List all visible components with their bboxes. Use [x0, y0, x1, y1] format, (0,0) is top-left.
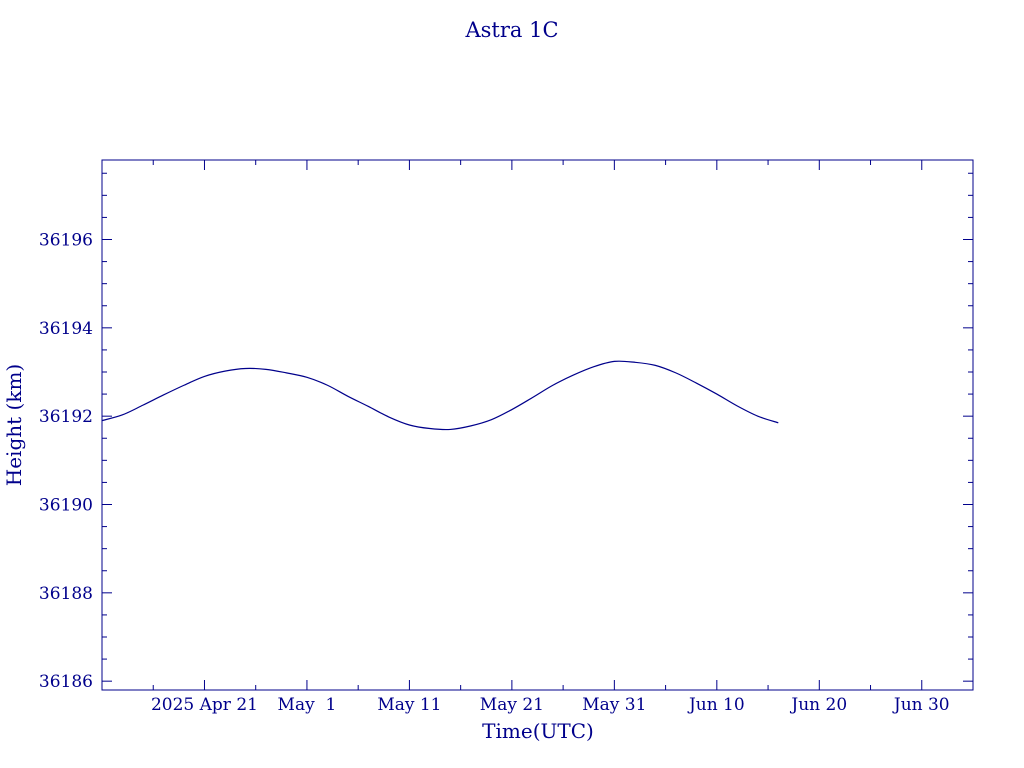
x-tick-label: May 1: [278, 695, 337, 715]
y-tick-label: 36188: [39, 584, 93, 604]
y-axis-label: Height (km): [2, 364, 26, 486]
y-tick-label: 36186: [39, 672, 93, 692]
height-series-line: [101, 360, 779, 431]
y-tick-label: 36194: [39, 319, 93, 339]
axis-ticks: [101, 160, 974, 690]
x-tick-labels: 2025 Apr 21 May 1 May 11 May 21 May 31 Jun 10…: [151, 695, 950, 715]
x-tick-label: May 11: [377, 695, 441, 715]
x-axis-label: Time(UTC): [482, 719, 594, 743]
plot-frame: [101, 159, 974, 691]
chart-title: Astra 1C: [464, 18, 558, 42]
x-tick-label: Jun 30: [892, 695, 950, 715]
y-tick-labels: 36186 36188 36190 36192 36194 36196: [39, 231, 93, 693]
x-tick-label: May 21: [480, 695, 544, 715]
x-tick-label: Jun 10: [687, 695, 745, 715]
x-tick-label: 2025 Apr 21: [151, 695, 258, 715]
y-tick-label: 36196: [39, 231, 93, 251]
y-tick-label: 36192: [39, 407, 93, 427]
y-tick-label: 36190: [39, 496, 93, 516]
x-tick-label: Jun 20: [789, 695, 847, 715]
x-tick-label: May 31: [582, 695, 646, 715]
